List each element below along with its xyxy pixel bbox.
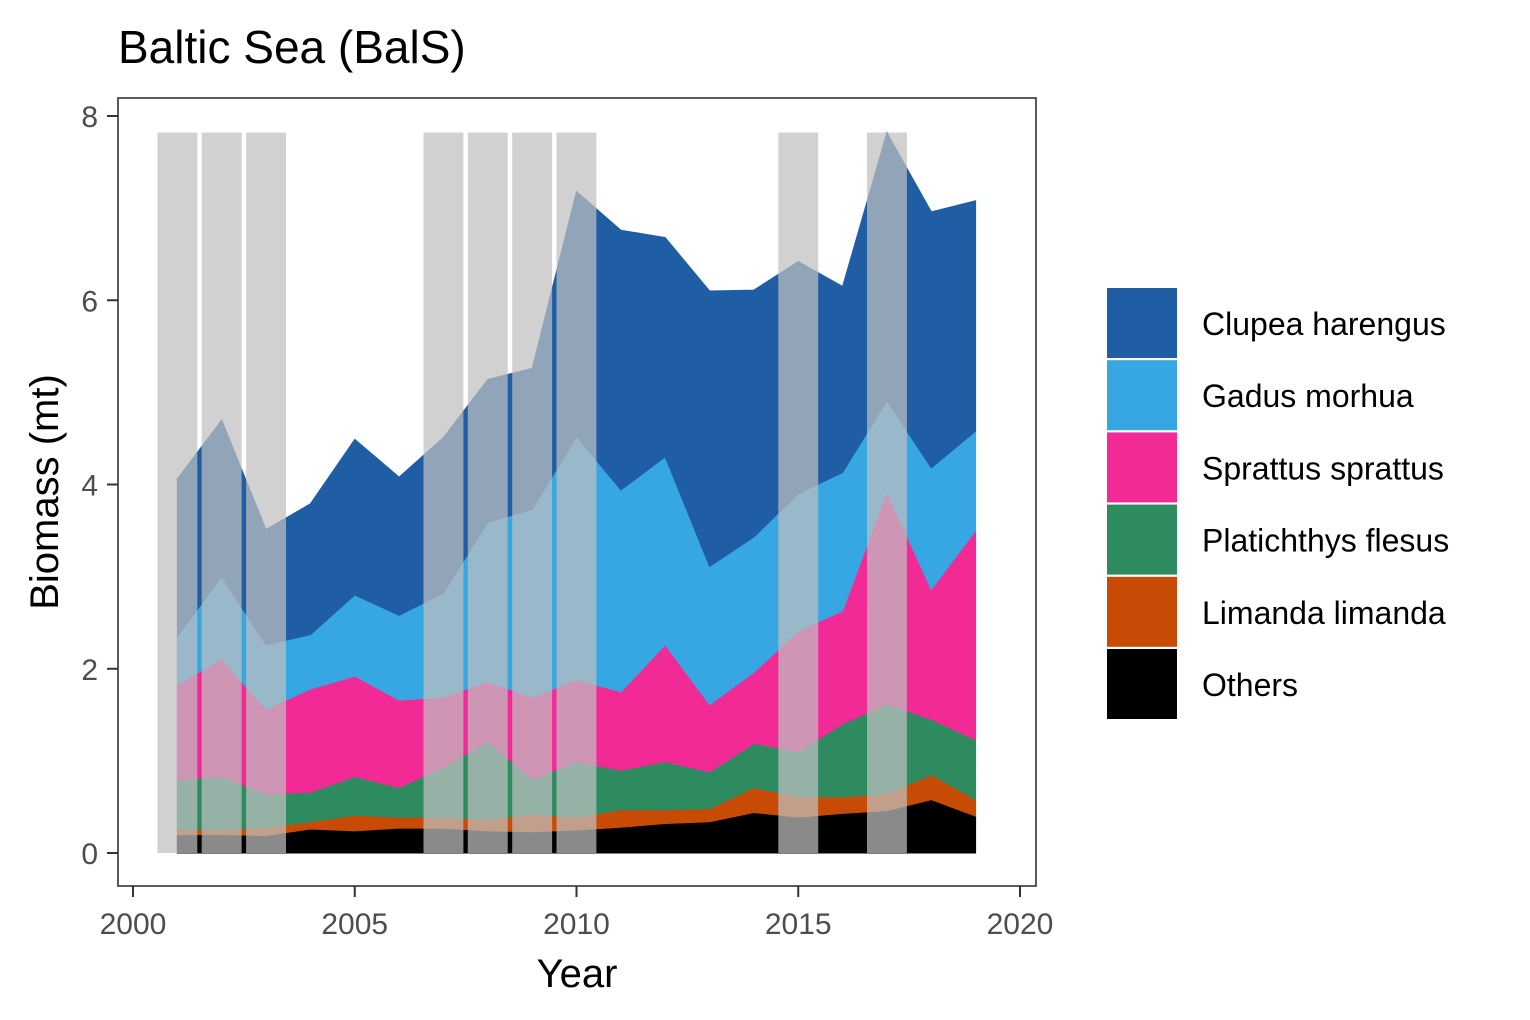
chart-title: Baltic Sea (BalS) [118, 21, 466, 73]
x-axis: 2000 2005 2010 2015 2020 [100, 886, 1054, 941]
shade-band-2002 [201, 132, 242, 854]
shade-band-2001 [157, 132, 198, 854]
legend-key-others [1107, 649, 1177, 719]
y-axis-title: Biomass (mt) [23, 374, 67, 610]
legend-label-limanda-limanda: Limanda limanda [1202, 595, 1446, 631]
legend-label-others: Others [1202, 667, 1298, 703]
y-tick-label-0: 0 [81, 838, 98, 871]
shade-band-2009 [512, 132, 553, 854]
y-tick-label-6: 6 [81, 285, 98, 318]
shade-band-2007 [423, 132, 464, 854]
plot-panel [117, 97, 1037, 887]
x-tick-label-2020: 2020 [987, 908, 1054, 941]
x-tick-label-2010: 2010 [543, 908, 610, 941]
legend-key-clupea-harengus [1107, 288, 1177, 358]
x-tick-label-2005: 2005 [321, 908, 388, 941]
y-axis: 0 2 4 6 8 [81, 101, 118, 871]
legend-label-sprattus-sprattus: Sprattus sprattus [1202, 450, 1444, 486]
y-tick-label-8: 8 [81, 101, 98, 134]
x-tick-label-2000: 2000 [100, 908, 167, 941]
shade-band-2003 [246, 132, 286, 854]
shaded-year-bands [157, 132, 907, 854]
x-tick-label-2015: 2015 [765, 908, 832, 941]
shade-band-2008 [467, 132, 508, 854]
shade-band-2015 [778, 132, 819, 854]
y-tick-label-4: 4 [81, 470, 98, 503]
shade-band-2017 [867, 132, 907, 854]
legend-key-gadus-morhua [1107, 360, 1177, 431]
shade-band-2010 [556, 132, 597, 854]
legend-label-clupea-harengus: Clupea harengus [1202, 306, 1446, 342]
legend-label-platichthys-flesus: Platichthys flesus [1202, 523, 1449, 559]
legend-label-gadus-morhua: Gadus morhua [1202, 378, 1414, 414]
legend-key-limanda-limanda [1107, 576, 1177, 647]
legend-key-sprattus-sprattus [1107, 432, 1177, 503]
y-tick-label-2: 2 [81, 654, 98, 687]
legend-key-platichthys-flesus [1107, 504, 1177, 575]
x-axis-title: Year [537, 952, 618, 996]
legend: Clupea harengus Gadus morhua Sprattus spra… [1107, 288, 1449, 719]
